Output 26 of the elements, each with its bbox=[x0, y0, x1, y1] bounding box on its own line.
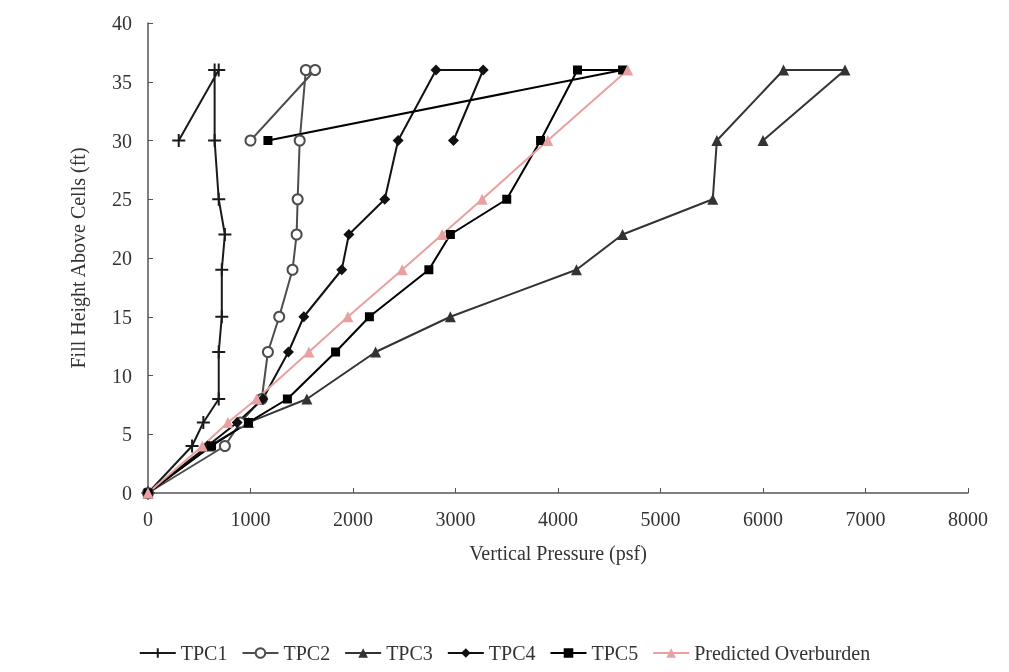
y-tick-label: 20 bbox=[112, 247, 132, 269]
y-tick-label: 15 bbox=[112, 305, 132, 328]
legend-label: Predicted Overburden bbox=[694, 642, 871, 664]
y-tick-label: 10 bbox=[112, 364, 132, 387]
y-tick-label: 40 bbox=[112, 12, 132, 34]
legend-label: TPC4 bbox=[488, 642, 536, 664]
legend-label: TPC3 bbox=[386, 642, 433, 664]
y-tick-label: 0 bbox=[122, 482, 132, 504]
x-tick-label: 2000 bbox=[333, 508, 373, 530]
legend-label: TPC1 bbox=[180, 642, 228, 664]
x-tick-label: 3000 bbox=[435, 508, 476, 530]
x-tick-label: 8000 bbox=[948, 508, 988, 530]
y-tick-label: 35 bbox=[112, 70, 132, 93]
x-tick-label: 7000 bbox=[845, 508, 886, 530]
legend-label: TPC5 bbox=[591, 642, 639, 664]
x-tick-label: 6000 bbox=[743, 508, 783, 530]
x-tick-label: 0 bbox=[143, 508, 153, 530]
x-tick-label: 1000 bbox=[230, 508, 271, 530]
x-tick-label: 5000 bbox=[640, 508, 681, 530]
y-tick-label: 30 bbox=[112, 129, 132, 152]
legend-label: TPC2 bbox=[283, 642, 331, 664]
x-axis-title: Vertical Pressure (psf) bbox=[469, 542, 647, 565]
y-axis-title: Fill Height Above Cells (ft) bbox=[67, 147, 90, 369]
y-tick-label: 25 bbox=[112, 188, 132, 211]
x-tick-label: 4000 bbox=[538, 508, 578, 530]
y-tick-label: 5 bbox=[122, 423, 132, 446]
